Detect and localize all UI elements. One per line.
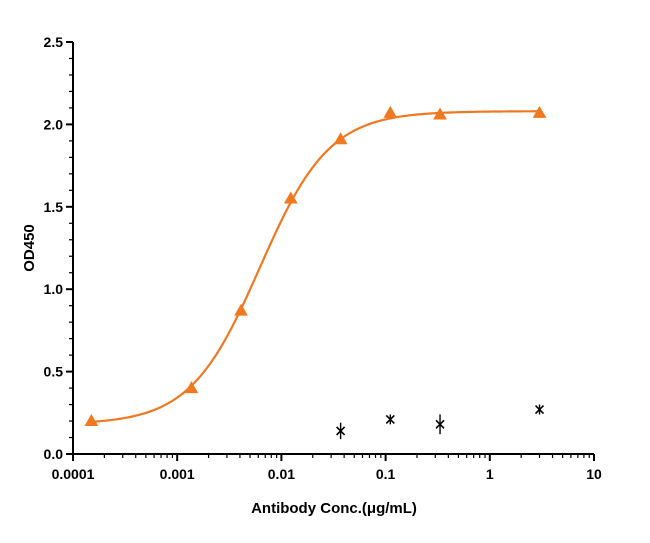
y-tick-label: 1.5 (44, 199, 64, 215)
triangle-marker (333, 132, 348, 145)
y-tick-label: 0.5 (44, 364, 64, 380)
triangle-marker (283, 191, 298, 204)
x-marker-stroke (435, 419, 445, 429)
triangle-marker (433, 107, 447, 120)
y-tick-label: 0.0 (44, 446, 64, 462)
x-tick-label: 0.01 (268, 466, 295, 482)
x-tick-label: 0.0001 (52, 466, 95, 482)
x-marker-stroke (385, 414, 395, 424)
y-axis-title: OD450 (21, 224, 38, 272)
marks-layer (84, 105, 547, 440)
x-marker (534, 404, 545, 415)
triangle-marker (84, 414, 99, 427)
x-tick-label: 0.1 (376, 466, 396, 482)
curve-layer (91, 110, 540, 423)
x-tick-label: 10 (586, 466, 602, 482)
axes-layer: 0.0001 0.001 0.01 0.1 1 10 0.0 0.5 1.0 1.5 2.0 2.5 (44, 34, 602, 482)
triangle-marker (532, 105, 547, 118)
x-marker (336, 422, 346, 440)
y-tick-label: 1.0 (44, 281, 64, 297)
x-marker-stroke (534, 404, 545, 415)
y-tick-label: 2.0 (44, 116, 64, 132)
x-axis-title: Antibody Conc.(μg/mL) (251, 500, 417, 517)
x-marker-stroke (336, 426, 346, 436)
triangle-marker (383, 105, 398, 118)
x-tick-label: 0.001 (160, 466, 195, 482)
x-marker (435, 414, 445, 435)
triangle-marker (234, 303, 248, 316)
y-tick-label: 2.5 (44, 34, 64, 50)
fit-curve (91, 110, 540, 423)
x-tick-label: 1 (486, 466, 494, 482)
x-marker (385, 414, 395, 425)
triangle-marker (184, 381, 199, 394)
